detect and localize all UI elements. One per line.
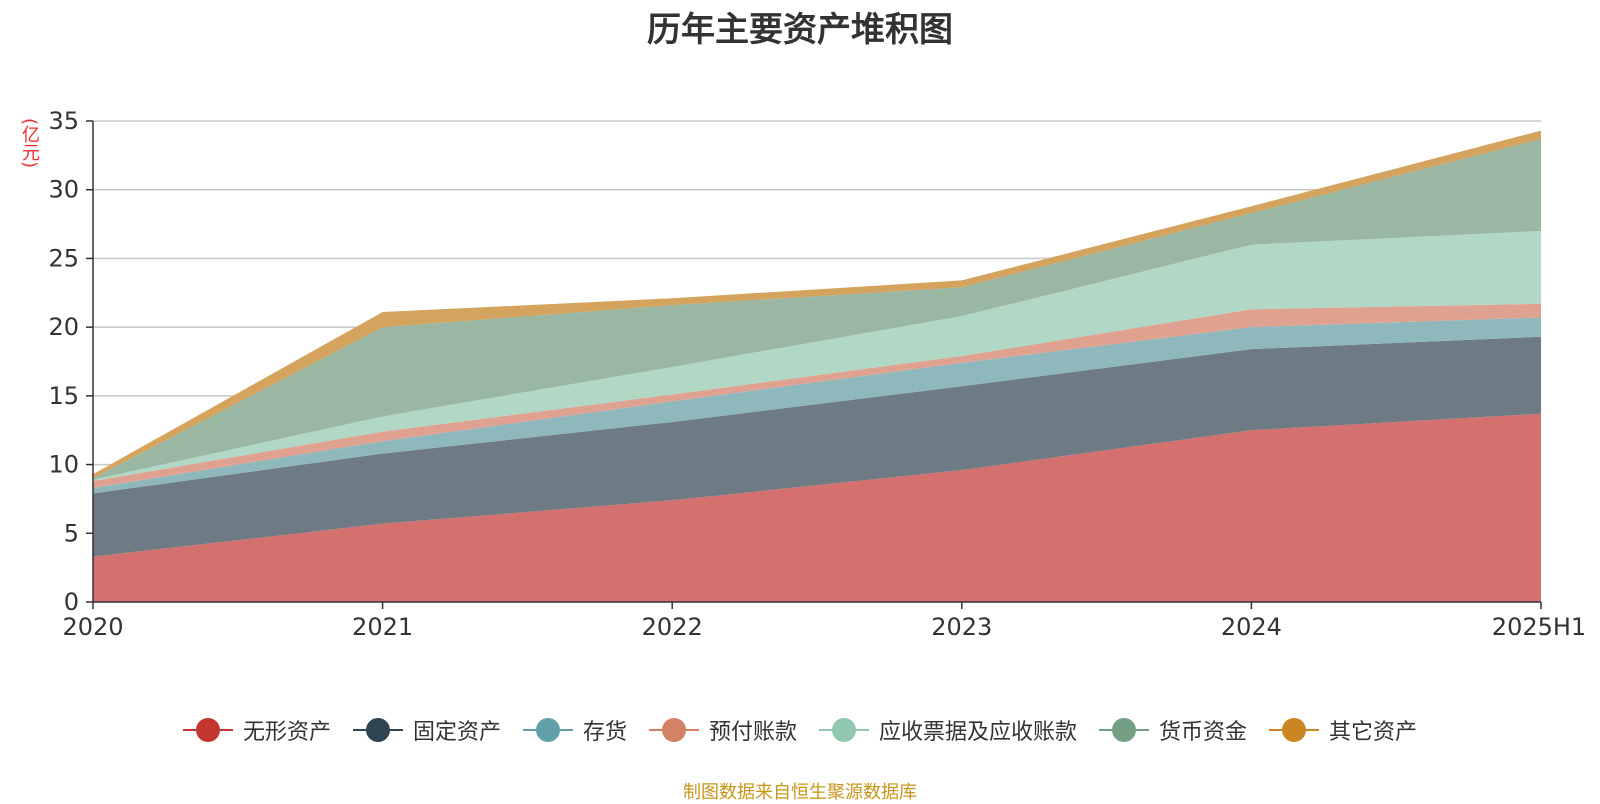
area-series-2[interactable] [93, 317, 1541, 494]
legend-label: 存货 [582, 720, 627, 745]
legend-item-5[interactable]: 货币资金 [1099, 714, 1247, 746]
x-tick-label: 2022 [642, 613, 703, 641]
x-tick-label: 2024 [1221, 613, 1282, 641]
y-tick-label: 15 [48, 382, 79, 410]
legend-label: 固定资产 [412, 720, 501, 745]
legend-label: 货币资金 [1159, 720, 1248, 745]
legend-label: 其它资产 [1329, 720, 1418, 745]
y-tick-label: 0 [64, 588, 79, 616]
legend-label: 无形资产 [242, 720, 331, 745]
legend-item-4[interactable]: 应收票据及应收账款 [819, 714, 1077, 746]
legend-marker-icon [1099, 717, 1150, 743]
legend-label: 应收票据及应收账款 [879, 720, 1078, 745]
legend-marker-icon [182, 717, 233, 743]
legend-label: 预付账款 [708, 720, 797, 745]
y-tick-label: 25 [48, 244, 79, 272]
y-axis-unit-label: (亿元) [19, 118, 40, 169]
y-tick-label: 5 [64, 519, 79, 547]
x-tick-label: 2021 [352, 613, 413, 641]
chart-title: 历年主要资产堆积图 [647, 10, 953, 50]
area-series-5[interactable] [93, 138, 1541, 480]
x-tick-label: 2020 [62, 613, 123, 641]
legend-item-0[interactable]: 无形资产 [182, 714, 331, 746]
area-series-4[interactable] [93, 230, 1541, 482]
legend-item-1[interactable]: 固定资产 [352, 714, 501, 746]
legend-item-6[interactable]: 其它资产 [1269, 714, 1417, 746]
legend-marker-icon [819, 717, 869, 743]
legend-marker-icon [522, 717, 573, 743]
area-series-1[interactable] [93, 336, 1541, 557]
y-tick-label: 30 [48, 176, 79, 204]
legend-item-2[interactable]: 存货 [522, 714, 627, 746]
area-series-3[interactable] [93, 303, 1541, 488]
legend-item-3[interactable]: 预付账款 [648, 714, 797, 746]
legend-marker-icon [648, 717, 699, 743]
y-tick-label: 20 [48, 313, 79, 341]
y-tick-label: 35 [48, 107, 79, 135]
tick-labels: 0 5 10 15 20 25 30 35 2020 2021 2022 2023 2024 2025H1 [48, 107, 1586, 641]
area-series-0[interactable] [93, 413, 1541, 602]
y-tick-label: 10 [48, 451, 79, 479]
area-series [93, 130, 1541, 602]
source-note: 制图数据来自恒生聚源数据库 [683, 782, 917, 803]
legend-marker-icon [1269, 717, 1320, 743]
x-tick-label: 2023 [931, 613, 992, 641]
axes [86, 120, 1542, 609]
legend: 无形资产 固定资产 存货 预付账款 应收票据及应收账款 货币资金 其它资产 [0, 714, 1600, 746]
x-tick-label: 2025H1 [1492, 613, 1586, 641]
legend-marker-icon [352, 717, 403, 743]
